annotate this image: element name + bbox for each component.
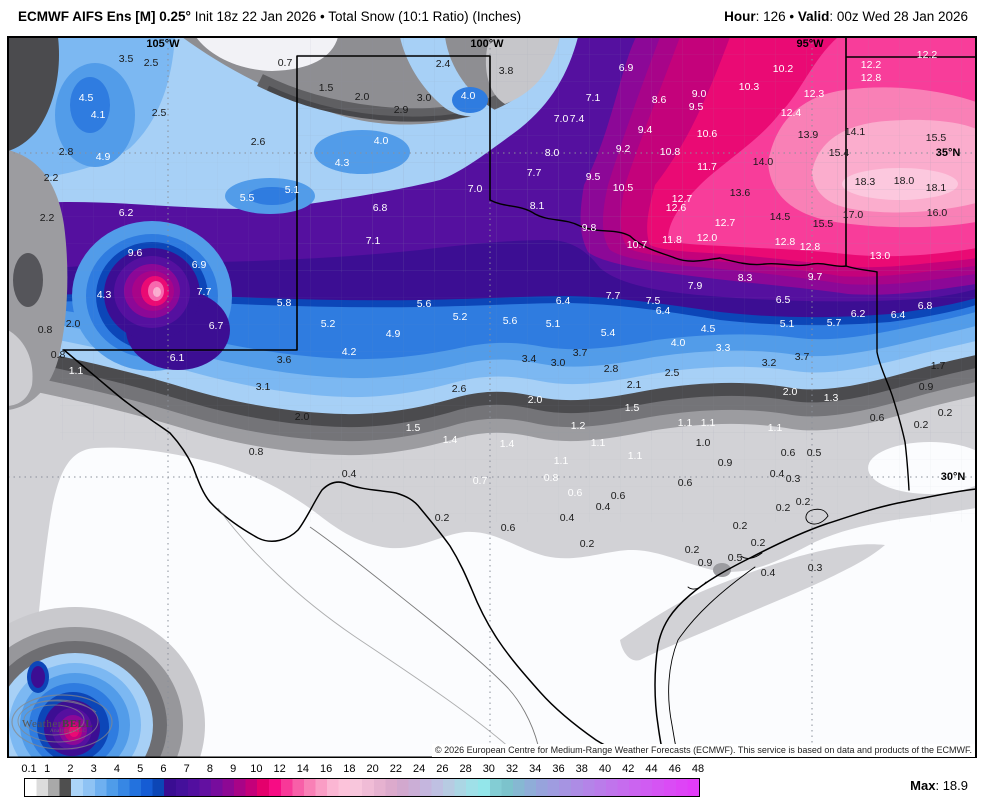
- product-name: Total Snow (10:1 Ratio) (Inches): [328, 9, 522, 24]
- legend-color-segment: [48, 779, 72, 796]
- legend-color-segment: [280, 779, 304, 796]
- legend-color-segment: [652, 779, 676, 796]
- legend-color-segment: [629, 779, 653, 796]
- legend-tick-label: 3: [90, 763, 97, 775]
- max-value: 18.9: [942, 778, 968, 793]
- legend-color-segment: [373, 779, 397, 796]
- legend-color-segment: [141, 779, 165, 796]
- valid-time-block: Hour: 126 • Valid: 00z Wed 28 Jan 2026: [724, 9, 968, 24]
- legend-tick-label: 2: [67, 763, 74, 775]
- watermark-text: WeatherBELL Analytics LLC: [22, 718, 122, 734]
- legend-tick-label: 30: [482, 763, 495, 775]
- legend-color-segment: [210, 779, 235, 796]
- legend-tick-label: 22: [389, 763, 402, 775]
- sep: :: [829, 9, 837, 24]
- legend-color-segment: [234, 779, 258, 796]
- legend-color-segment: [164, 779, 188, 796]
- legend-tick-label: 1: [44, 763, 51, 775]
- legend-color-segment: [94, 779, 118, 796]
- legend-tick-label: 32: [505, 763, 519, 775]
- legend-color-segment: [675, 779, 699, 796]
- legend-color-segment: [396, 779, 420, 796]
- legend-tick-label: 20: [366, 763, 379, 775]
- legend-tick-label: 36: [552, 763, 565, 775]
- legend-tick-label: 7: [183, 763, 190, 775]
- valid-value: 00z Wed 28 Jan 2026: [836, 9, 968, 24]
- legend-color-segment: [117, 779, 142, 796]
- sep: •: [785, 9, 798, 24]
- legend-tick-label: 0.1: [21, 763, 37, 775]
- legend-tick-label: 14: [296, 763, 310, 775]
- valid-label: Valid: [797, 9, 830, 24]
- watermark-part1: Weather: [22, 718, 62, 730]
- map-title: ECMWF AIFS Ens [M] 0.25° Init 18z 22 Jan…: [18, 9, 521, 24]
- legend-tick-label: 8: [206, 763, 213, 775]
- watermark-sub: Analytics LLC: [50, 729, 87, 734]
- max-label: Max: [910, 778, 936, 793]
- hour-value: 126: [763, 9, 786, 24]
- legend-color-segment: [25, 779, 49, 796]
- legend-tick-label: 18: [343, 763, 356, 775]
- legend-color-segment: [257, 779, 281, 796]
- legend-tick-label: 9: [230, 763, 237, 775]
- header-bar: ECMWF AIFS Ens [M] 0.25° Init 18z 22 Jan…: [0, 0, 984, 33]
- legend-color-segment: [71, 779, 95, 796]
- legend-color-segment: [419, 779, 444, 796]
- legend-color-bar: [24, 778, 700, 797]
- legend-color-segment: [559, 779, 583, 796]
- legend-tick-labels: 0.1 1 2 3 4 5 6 7 8 9 10 12 14 16 18 20 22 24 26 28 30 32 34 36…: [0, 763, 984, 776]
- watermark: WeatherBELL Analytics LLC: [14, 698, 124, 754]
- legend-tick-label: 5: [137, 763, 144, 775]
- watermark-part2: BELL: [61, 718, 94, 730]
- hour-label: Hour: [724, 9, 756, 24]
- legend-tick-label: 38: [575, 763, 588, 775]
- legend-color-segment: [489, 779, 513, 796]
- model-name: ECMWF AIFS Ens [M] 0.25°: [18, 9, 191, 24]
- color-scale-legend: 0.1 1 2 3 4 5 6 7 8 9 10 12 14 16 18 20 22 24 26 28 30 32 34 36…: [0, 758, 984, 808]
- legend-color-segment: [187, 779, 211, 796]
- legend-tick-label: 40: [598, 763, 612, 775]
- legend-tick-label: 26: [436, 763, 449, 775]
- legend-tick-label: 24: [412, 763, 426, 775]
- legend-color-segment: [350, 779, 374, 796]
- legend-tick-label: 10: [250, 763, 263, 775]
- legend-color-segment: [303, 779, 328, 796]
- legend-tick-label: 44: [645, 763, 658, 775]
- legend-color-segment: [536, 779, 560, 796]
- init-time: Init 18z 22 Jan 2026: [194, 9, 317, 24]
- legend-color-segment: [512, 779, 537, 796]
- legend-tick-label: 12: [273, 763, 286, 775]
- legend-tick-label: 28: [459, 763, 472, 775]
- legend-color-segment: [327, 779, 351, 796]
- legend-tick-label: 16: [320, 763, 333, 775]
- legend-color-segment: [605, 779, 630, 796]
- legend-color-segment: [582, 779, 606, 796]
- max-value-label: Max: 18.9: [910, 778, 968, 793]
- sep: :: [755, 9, 764, 24]
- legend-color-segment: [466, 779, 490, 796]
- legend-tick-label: 46: [668, 763, 681, 775]
- legend-tick-label: 6: [160, 763, 167, 775]
- legend-tick-label: 42: [622, 763, 635, 775]
- sep: :: [935, 778, 943, 793]
- legend-tick-label: 4: [113, 763, 121, 775]
- title-bullet: •: [320, 9, 325, 24]
- legend-tick-label: 34: [529, 763, 542, 775]
- legend-tick-label: 48: [691, 763, 705, 775]
- copyright-text: © 2026 European Centre for Medium-Range …: [431, 744, 975, 757]
- legend-color-segment: [443, 779, 467, 796]
